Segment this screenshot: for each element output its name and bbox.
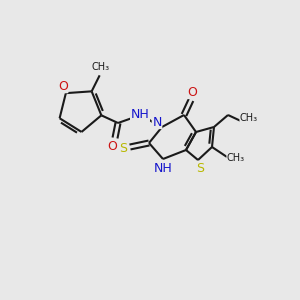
Text: N: N xyxy=(152,116,162,128)
Text: S: S xyxy=(119,142,127,155)
Text: CH₃: CH₃ xyxy=(227,153,245,163)
Text: CH₃: CH₃ xyxy=(92,62,110,72)
Text: O: O xyxy=(107,140,117,152)
Text: O: O xyxy=(187,85,197,98)
Text: NH: NH xyxy=(130,109,149,122)
Text: CH₃: CH₃ xyxy=(240,113,258,123)
Text: S: S xyxy=(196,163,204,176)
Text: O: O xyxy=(58,80,68,93)
Text: NH: NH xyxy=(154,163,172,176)
